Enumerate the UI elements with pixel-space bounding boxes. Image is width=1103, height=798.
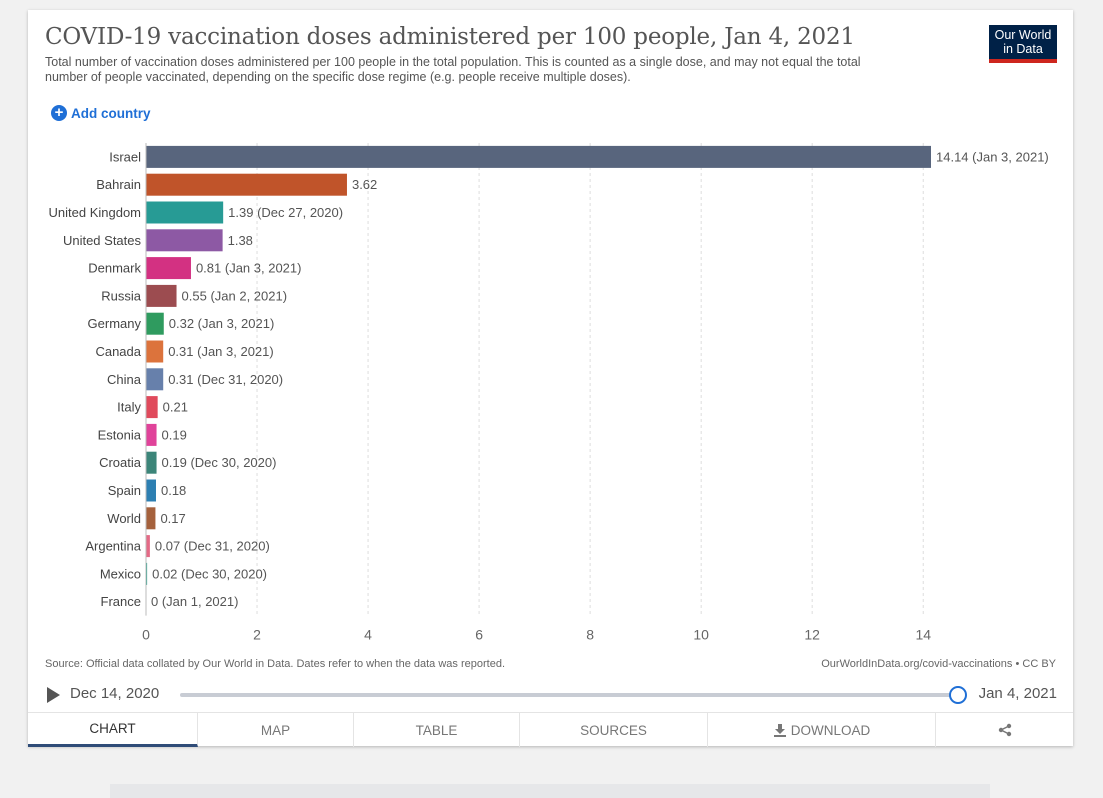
category-label: Argentina [85, 539, 141, 554]
bar-denmark[interactable] [146, 257, 191, 280]
tab-sources[interactable]: SOURCES [520, 713, 708, 747]
x-tick-label: 12 [804, 627, 820, 643]
bar-israel[interactable] [146, 145, 931, 168]
category-label: France [101, 594, 141, 609]
page-footer-placeholder [110, 784, 990, 798]
value-label: 0.32 (Jan 3, 2021) [169, 316, 275, 331]
bar-bahrain[interactable] [146, 173, 347, 196]
owid-logo[interactable]: Our World in Data [989, 25, 1057, 63]
x-tick-label: 0 [142, 627, 150, 643]
value-label: 0.31 (Dec 31, 2020) [168, 372, 283, 387]
category-label: United States [63, 233, 142, 248]
bar-italy[interactable] [146, 396, 158, 419]
value-label: 0.19 (Dec 30, 2020) [162, 455, 277, 470]
plus-circle-icon: + [51, 105, 67, 121]
bar-mexico[interactable] [146, 562, 148, 585]
value-label: 1.38 [228, 233, 253, 248]
x-tick-label: 10 [693, 627, 709, 643]
bar-canada[interactable] [146, 340, 164, 363]
value-label: 0.21 [163, 400, 188, 415]
credit-link[interactable]: OurWorldInData.org/covid-vaccinations • … [821, 658, 1056, 670]
tab-share[interactable] [936, 713, 1073, 747]
category-label: Canada [95, 344, 141, 359]
chart-subtitle: Total number of vaccination doses admini… [45, 55, 861, 84]
bar-chart: Israel 14.14 (Jan 3, 2021) Bahrain 3.62 Unit… [49, 143, 1049, 643]
category-label: World [107, 511, 141, 526]
add-country-button[interactable]: + Add country [51, 105, 151, 121]
bar-united-kingdom[interactable] [146, 201, 224, 224]
download-label: DOWNLOAD [790, 722, 871, 738]
timeline-handle[interactable] [949, 686, 967, 704]
share-icon [998, 723, 1011, 737]
category-label: United Kingdom [49, 205, 142, 220]
bar-spain[interactable] [146, 479, 156, 502]
chart-title: COVID-19 vaccination doses administered … [45, 24, 855, 50]
tab-chart[interactable]: CHART [28, 713, 198, 747]
timeline-track[interactable] [180, 693, 958, 697]
category-label: Bahrain [96, 177, 141, 192]
category-label: Italy [117, 400, 141, 415]
category-label: Germany [88, 316, 142, 331]
value-label: 3.62 [352, 177, 377, 192]
value-label: 0.31 (Jan 3, 2021) [168, 344, 274, 359]
bar-croatia[interactable] [146, 451, 157, 474]
category-label: Russia [101, 288, 142, 303]
value-label: 0.18 [161, 483, 186, 498]
bar-china[interactable] [146, 368, 164, 391]
x-tick-label: 2 [253, 627, 261, 643]
bar-argentina[interactable] [146, 535, 150, 558]
timeline-start-date: Dec 14, 2020 [70, 685, 160, 702]
logo-line-1: Our World [994, 28, 1052, 42]
value-label: 0.55 (Jan 2, 2021) [182, 288, 288, 303]
bar-germany[interactable] [146, 312, 164, 335]
x-tick-label: 4 [364, 627, 372, 643]
chart-card: COVID-19 vaccination doses administered … [28, 10, 1073, 747]
play-icon[interactable] [47, 687, 60, 703]
value-label: 0.81 (Jan 3, 2021) [196, 261, 302, 276]
tab-download[interactable]: DOWNLOAD [708, 713, 936, 747]
bar-russia[interactable] [146, 284, 177, 307]
logo-line-2: in Data [1003, 42, 1043, 56]
bar-world[interactable] [146, 507, 156, 530]
timeline: Dec 14, 2020 Jan 4, 2021 [45, 684, 1057, 706]
value-label: 0.19 [162, 427, 187, 442]
add-country-label: Add country [71, 105, 151, 121]
x-tick-label: 8 [586, 627, 594, 643]
download-icon [773, 724, 786, 737]
category-label: Israel [109, 149, 141, 164]
value-label: 14.14 (Jan 3, 2021) [936, 149, 1049, 164]
category-label: Mexico [100, 566, 141, 581]
tab-bar: CHART MAP TABLE SOURCES DOWNLOAD [28, 712, 1073, 747]
value-label: 0.17 [160, 511, 185, 526]
x-tick-label: 14 [915, 627, 931, 643]
bar-estonia[interactable] [146, 423, 157, 446]
tab-table[interactable]: TABLE [354, 713, 520, 747]
bar-united-states[interactable] [146, 229, 223, 252]
value-label: 1.39 (Dec 27, 2020) [228, 205, 343, 220]
category-label: Denmark [88, 261, 141, 276]
value-label: 0 (Jan 1, 2021) [151, 594, 238, 609]
timeline-end-date: Jan 4, 2021 [978, 685, 1057, 702]
value-label: 0.02 (Dec 30, 2020) [152, 566, 267, 581]
x-tick-label: 6 [475, 627, 483, 643]
source-note: Source: Official data collated by Our Wo… [45, 658, 505, 670]
category-label: Estonia [98, 427, 142, 442]
category-label: China [107, 372, 142, 387]
tab-map[interactable]: MAP [198, 713, 354, 747]
category-label: Croatia [99, 455, 142, 470]
category-label: Spain [108, 483, 141, 498]
value-label: 0.07 (Dec 31, 2020) [155, 539, 270, 554]
